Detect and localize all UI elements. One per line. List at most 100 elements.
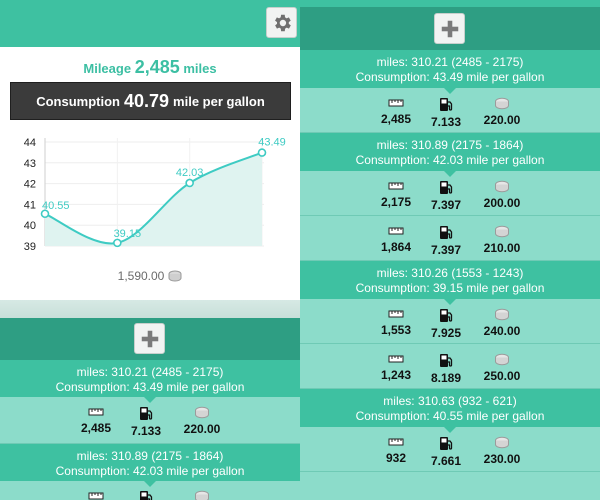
fuel-entry-row[interactable]: 2,175 7.397 200.00 <box>300 171 600 216</box>
top-strip <box>300 0 600 7</box>
ruler-icon <box>388 99 404 107</box>
segment-summary: miles: 310.26 (1553 - 1243) Consumption: … <box>300 261 600 305</box>
coins-icon <box>495 225 509 238</box>
fuel-pump-icon <box>140 491 153 500</box>
consumption-chart: 39 40 41 42 43 44 40.55 39.15 42.03 43.49 <box>24 137 286 253</box>
y-tick-label: 40 <box>24 220 36 232</box>
coins-icon <box>495 308 509 321</box>
ruler-icon <box>388 227 404 235</box>
entry-list: miles: 310.21 (2485 - 2175) Consumption: … <box>300 50 600 472</box>
plus-icon <box>441 20 458 37</box>
mileage-unit: miles <box>183 61 217 76</box>
segment-summary: miles: 310.89 (2175 - 1864) Consumption: … <box>0 444 300 487</box>
entry-odometer-cell: 1,864 <box>371 225 421 254</box>
entry-odometer-cell: 1,553 <box>371 308 421 337</box>
coins-icon <box>195 490 209 500</box>
entry-odometer: 1,553 <box>380 323 412 337</box>
total-cost: 1,590.00 <box>0 269 300 283</box>
panel-divider <box>0 300 300 318</box>
entry-cost: 240.00 <box>483 324 521 338</box>
entry-odometer: 2,175 <box>380 195 412 209</box>
entry-fuel: 7.661 <box>430 454 462 468</box>
fuel-entry-row[interactable]: 1,864 7.397 210.00 <box>300 216 600 261</box>
segment-miles: miles: 310.89 (2175 - 1864) <box>376 138 524 152</box>
settings-button[interactable] <box>266 7 297 38</box>
fuel-entry-row[interactable]: 932 7.661 230.00 <box>300 427 600 472</box>
entry-fuel: 8.189 <box>430 371 462 385</box>
series-line <box>44 151 263 245</box>
entry-odometer: 2,485 <box>380 112 412 126</box>
data-point <box>185 178 194 188</box>
total-cost-value: 1,590.00 <box>117 269 165 283</box>
entry-cost: 230.00 <box>483 452 521 466</box>
segment-summary: miles: 310.89 (2175 - 1864) Consumption: … <box>300 133 600 177</box>
segment-summary: miles: 310.63 (932 - 621) Consumption: 40… <box>300 389 600 433</box>
add-entry-button[interactable] <box>134 323 165 354</box>
segment-consumption: Consumption: 43.49 mile per gallon <box>55 380 245 394</box>
y-tick-label: 41 <box>24 199 36 211</box>
segment-consumption: Consumption: 40.55 mile per gallon <box>355 409 545 423</box>
entry-fuel-cell: 7.133 <box>421 97 471 129</box>
entry-odometer-cell <box>71 490 121 500</box>
entry-odometer: 1,243 <box>380 368 412 382</box>
consumption-unit: mile per gallon <box>173 93 265 109</box>
mileage-summary: Mileage 2,485 miles <box>0 57 300 78</box>
entry-cost-cell: 220.00 <box>477 97 527 127</box>
data-label: 43.49 <box>258 137 286 149</box>
entry-cost-cell: 240.00 <box>477 308 527 338</box>
y-tick-label: 43 <box>24 158 36 170</box>
entry-cost: 210.00 <box>483 241 521 255</box>
entry-odometer-cell: 932 <box>371 436 421 465</box>
data-point <box>40 209 50 219</box>
top-bar <box>0 0 300 47</box>
mileage-overview-panel: Mileage 2,485 miles Consumption 40.79 mi… <box>0 0 300 500</box>
segment-summary: miles: 310.21 (2485 - 2175) Consumption: … <box>300 50 600 94</box>
fuel-entry-row[interactable] <box>0 481 300 500</box>
entry-fuel-cell: 7.133 <box>121 406 171 438</box>
entry-fuel-cell <box>121 490 171 500</box>
data-label: 40.55 <box>42 200 70 212</box>
entry-cost: 220.00 <box>483 113 521 127</box>
coins-icon <box>495 97 509 110</box>
consumption-label: Consumption <box>36 93 120 109</box>
fuel-entry-row[interactable]: 1,243 8.189 250.00 <box>300 344 600 389</box>
entry-cost-cell <box>177 490 227 500</box>
fuel-pump-icon <box>440 98 453 111</box>
entry-fuel-cell: 7.661 <box>421 436 471 468</box>
add-entry-bar <box>0 318 300 360</box>
entry-odometer-cell: 1,243 <box>371 353 421 382</box>
entry-fuel: 7.133 <box>430 115 462 129</box>
coins-icon <box>495 180 509 193</box>
consumption-summary: Consumption 40.79 mile per gallon <box>10 82 291 120</box>
fuel-entry-row[interactable]: 1,553 7.925 240.00 <box>300 299 600 344</box>
data-point <box>113 238 122 248</box>
summary-card: Mileage 2,485 miles Consumption 40.79 mi… <box>0 47 300 300</box>
fuel-pump-icon <box>440 354 453 367</box>
gear-icon <box>274 14 291 31</box>
plus-icon <box>141 330 158 347</box>
segment-miles: miles: 310.21 (2485 - 2175) <box>76 365 224 379</box>
fuel-entry-row[interactable]: 2,485 7.133 220.00 <box>0 397 300 444</box>
entry-fuel-cell: 7.925 <box>421 308 471 340</box>
area-fill <box>45 152 262 246</box>
entry-cost: 200.00 <box>483 196 521 210</box>
fuel-entry-row[interactable]: 2,485 7.133 220.00 <box>300 88 600 133</box>
add-entry-button[interactable] <box>434 13 465 44</box>
entry-cost-cell: 230.00 <box>477 436 527 466</box>
entry-list: miles: 310.21 (2485 - 2175) Consumption: … <box>0 360 300 500</box>
mileage-value: 2,485 <box>134 57 180 77</box>
segment-consumption: Consumption: 42.03 mile per gallon <box>355 153 545 167</box>
entry-cost-cell: 210.00 <box>477 225 527 255</box>
segment-miles: miles: 310.89 (2175 - 1864) <box>76 449 224 463</box>
fuel-pump-icon <box>140 407 153 420</box>
entry-odometer-cell: 2,485 <box>371 97 421 126</box>
segment-summary: miles: 310.21 (2485 - 2175) Consumption: … <box>0 360 300 403</box>
entry-odometer: 1,864 <box>380 240 412 254</box>
entry-fuel: 7.397 <box>430 198 462 212</box>
segment-miles: miles: 310.21 (2485 - 2175) <box>376 55 524 69</box>
entry-fuel-cell: 7.397 <box>421 180 471 212</box>
y-tick-label: 39 <box>24 241 36 253</box>
fuel-pump-icon <box>440 309 453 322</box>
coins-icon <box>195 406 209 419</box>
data-label: 39.15 <box>114 228 142 240</box>
